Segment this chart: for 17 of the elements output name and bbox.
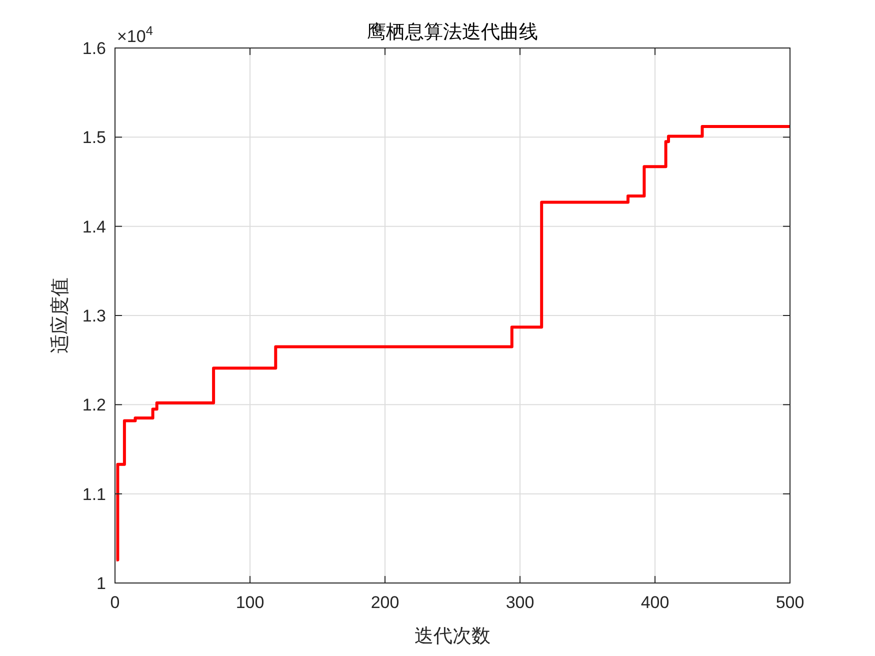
y-axis-title: 适应度值 xyxy=(49,278,71,354)
y-tick-label: 1.5 xyxy=(82,128,106,148)
y-tick-label: 1.4 xyxy=(82,217,106,236)
x-tick-label: 400 xyxy=(640,593,670,612)
y-tick-label: 1.2 xyxy=(82,396,106,415)
text: ×10$^{4}$ xyxy=(117,22,153,46)
x-axis-title: 迭代次数 xyxy=(414,625,490,647)
x-tick-label: 500 xyxy=(776,593,804,612)
x-tick-label: 0 xyxy=(110,593,120,612)
x-tick-label: 100 xyxy=(236,593,264,612)
y-tick-label: 1.1 xyxy=(82,484,106,504)
y-tick-label: 1.6 xyxy=(82,39,106,58)
chart-title: 鹰栖息算法迭代曲线 xyxy=(367,21,538,43)
y-tick-label: 1 xyxy=(96,574,106,593)
x-tick-label: 300 xyxy=(506,593,534,612)
y-tick-label: 1.3 xyxy=(82,306,106,326)
x-tick-label: 200 xyxy=(370,593,400,612)
